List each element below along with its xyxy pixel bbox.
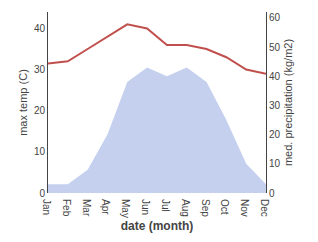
svg-text:0: 0 — [39, 188, 45, 199]
svg-text:10: 10 — [269, 158, 281, 169]
svg-text:Nov: Nov — [239, 199, 250, 217]
svg-text:Oct: Oct — [219, 199, 230, 215]
svg-text:date (month): date (month) — [121, 219, 194, 233]
svg-text:Dec: Dec — [259, 199, 270, 217]
svg-text:Mar: Mar — [81, 199, 92, 217]
svg-text:Jan: Jan — [41, 199, 52, 215]
svg-text:30: 30 — [269, 100, 281, 111]
svg-text:Apr: Apr — [100, 199, 111, 215]
svg-text:40: 40 — [34, 23, 46, 34]
svg-text:max temp (C): max temp (C) — [17, 69, 29, 136]
svg-text:0: 0 — [269, 188, 275, 199]
svg-text:med. precipitation (kg/m2): med. precipitation (kg/m2) — [282, 39, 294, 166]
svg-text:40: 40 — [269, 71, 281, 82]
svg-text:Jun: Jun — [140, 199, 151, 215]
svg-text:Jul: Jul — [160, 199, 171, 212]
svg-text:May: May — [120, 199, 131, 218]
svg-text:20: 20 — [34, 105, 46, 116]
svg-text:50: 50 — [269, 42, 281, 53]
svg-text:Feb: Feb — [61, 199, 72, 217]
svg-text:30: 30 — [34, 64, 46, 75]
svg-text:60: 60 — [269, 12, 281, 23]
svg-text:20: 20 — [269, 129, 281, 140]
svg-text:10: 10 — [34, 146, 46, 157]
svg-text:Aug: Aug — [180, 199, 191, 217]
svg-text:Sep: Sep — [200, 199, 211, 217]
